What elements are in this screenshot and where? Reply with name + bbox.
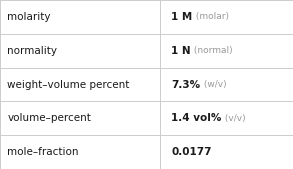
- Text: (normal): (normal): [191, 46, 233, 55]
- Text: 0.0177: 0.0177: [171, 147, 212, 157]
- Text: 1 M: 1 M: [171, 12, 193, 22]
- Text: (v/v): (v/v): [222, 114, 246, 123]
- Text: molarity: molarity: [7, 12, 51, 22]
- Text: 1.4 vol%: 1.4 vol%: [171, 113, 222, 123]
- Text: weight–volume percent: weight–volume percent: [7, 79, 130, 90]
- Text: (w/v): (w/v): [200, 80, 226, 89]
- Text: normality: normality: [7, 46, 57, 56]
- Text: volume–percent: volume–percent: [7, 113, 91, 123]
- Text: 1 N: 1 N: [171, 46, 191, 56]
- Text: 7.3%: 7.3%: [171, 79, 200, 90]
- Text: mole–fraction: mole–fraction: [7, 147, 79, 157]
- Text: (molar): (molar): [193, 12, 229, 21]
